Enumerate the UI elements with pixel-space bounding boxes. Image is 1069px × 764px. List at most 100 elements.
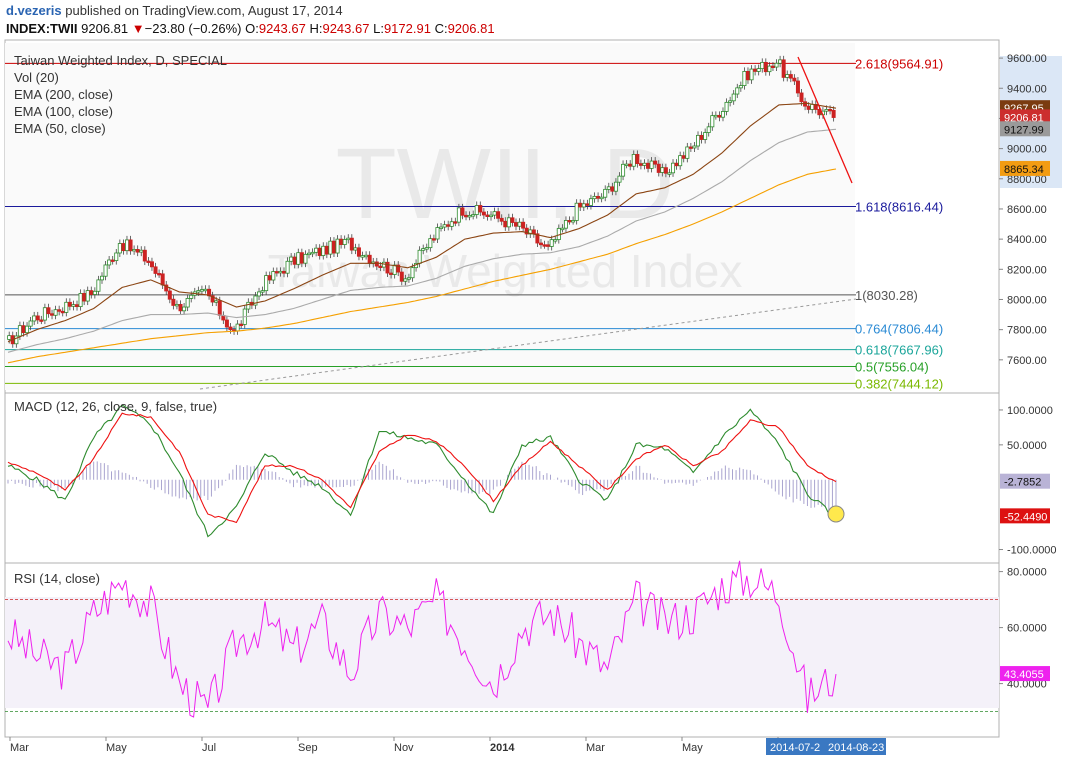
range-end-label: 2014-08-23 <box>828 742 884 754</box>
open-value: 9243.67 <box>258 21 306 36</box>
change-arrow-icon: ▼ <box>131 21 145 36</box>
downtrend-line[interactable] <box>797 56 853 184</box>
candle-body <box>517 221 522 227</box>
candle-body <box>314 247 319 253</box>
candle-body <box>567 220 572 223</box>
dotted-trend-line[interactable] <box>199 298 857 390</box>
low-label: L: <box>373 21 384 36</box>
candle-body <box>738 85 743 89</box>
candle-body <box>681 155 686 159</box>
candle-body <box>317 247 322 256</box>
rsi-badge-bg <box>1000 666 1050 682</box>
candle-body <box>767 65 772 73</box>
candle-body <box>182 306 187 312</box>
candle-body <box>128 239 133 252</box>
candle-body <box>324 245 329 255</box>
candle-body <box>735 87 740 95</box>
candle-body <box>253 295 258 306</box>
rsi-line <box>7 560 837 718</box>
candle-body <box>503 220 508 228</box>
candle-body <box>89 290 94 295</box>
chart-header: d.vezeris published on TradingView.com, … <box>0 0 1069 38</box>
candle-body <box>467 215 472 218</box>
candle-body <box>456 207 461 223</box>
ohlc-line: INDEX:TWII 9206.81 ▼−23.80 (−0.26%) O:92… <box>6 21 495 36</box>
candle-body <box>203 288 208 292</box>
candle-body <box>17 325 22 337</box>
candle-body <box>478 205 483 213</box>
price-tick-label: 7600.00 <box>1007 355 1047 367</box>
rsi-tick-label: 80.0000 <box>1007 567 1047 579</box>
candle-body <box>132 249 137 252</box>
candle-body <box>674 162 679 167</box>
candle-body <box>35 315 40 321</box>
candle-body <box>496 211 501 219</box>
candle-body <box>435 227 440 240</box>
candle-body <box>799 92 804 103</box>
candle-body <box>142 249 147 262</box>
author-link[interactable]: d.vezeris <box>6 3 62 18</box>
time-tick-label: 2014 <box>490 742 515 754</box>
macd-badge-0: -2.7852 <box>1004 477 1041 489</box>
candle-body <box>396 264 401 273</box>
candle-body <box>75 304 80 308</box>
candle-body <box>485 214 490 217</box>
candle-body <box>535 233 540 244</box>
candle-body <box>624 163 629 167</box>
ema200-line <box>7 168 837 364</box>
candle-body <box>699 134 704 140</box>
candle-body <box>99 275 104 281</box>
candle-body <box>64 301 69 313</box>
range-start-label: 2014-07-2 <box>770 742 820 754</box>
candle-body <box>403 278 408 282</box>
candle-body <box>7 335 12 340</box>
candle-body <box>649 160 654 169</box>
fib-zone-background <box>5 43 855 390</box>
rsi-tick-label: 40.0000 <box>1007 679 1047 691</box>
candle-body <box>274 271 279 274</box>
candle-body <box>806 105 811 110</box>
candle-body <box>346 237 351 241</box>
candle-body <box>588 198 593 206</box>
indicator-ema50: EMA (50, close) <box>14 121 106 136</box>
candle-body <box>628 163 633 167</box>
price-badge-2: 9127.99 <box>1004 124 1044 136</box>
candle-body <box>174 304 179 307</box>
candle-body <box>374 261 379 267</box>
candle-body <box>613 181 618 192</box>
candle-body <box>246 301 251 310</box>
indicator-vol: Vol (20) <box>14 70 59 85</box>
candle-body <box>571 220 576 223</box>
candle-body <box>678 155 683 167</box>
fib-label-5: 0.5(7556.04) <box>855 359 929 374</box>
candle-body <box>464 214 469 218</box>
candle-body <box>610 186 615 192</box>
candle-body <box>385 261 390 274</box>
candle-body <box>121 243 126 252</box>
candle-body <box>824 109 829 112</box>
candle-body <box>149 261 154 268</box>
axes: 9600.009400.009200.009000.008800.008600.… <box>9 53 1057 754</box>
candle-body <box>157 273 162 276</box>
candle-body <box>50 313 55 316</box>
candle-body <box>556 228 561 240</box>
time-tick-label: Mar <box>586 742 605 754</box>
candle-body <box>124 239 129 252</box>
price-tick-label: 8800.00 <box>1007 174 1047 186</box>
candle-body <box>696 134 701 147</box>
fib-label-1: 1.618(8616.44) <box>855 199 943 214</box>
candle-body <box>713 114 718 118</box>
candle-body <box>710 115 715 128</box>
candle-body <box>167 290 172 300</box>
candle-body <box>71 304 76 307</box>
high-label: H: <box>309 21 323 36</box>
candle-body <box>439 226 444 229</box>
candle-body <box>406 277 411 280</box>
fibonacci-levels: 2.618(9564.91) 1.618(8616.44) 1(8030.28) 0.… <box>5 56 943 391</box>
candle-body <box>617 175 622 183</box>
candle-body <box>660 167 665 173</box>
candle-body <box>481 211 486 216</box>
candle-body <box>688 146 693 149</box>
symbol-label[interactable]: INDEX:TWII <box>6 21 78 36</box>
